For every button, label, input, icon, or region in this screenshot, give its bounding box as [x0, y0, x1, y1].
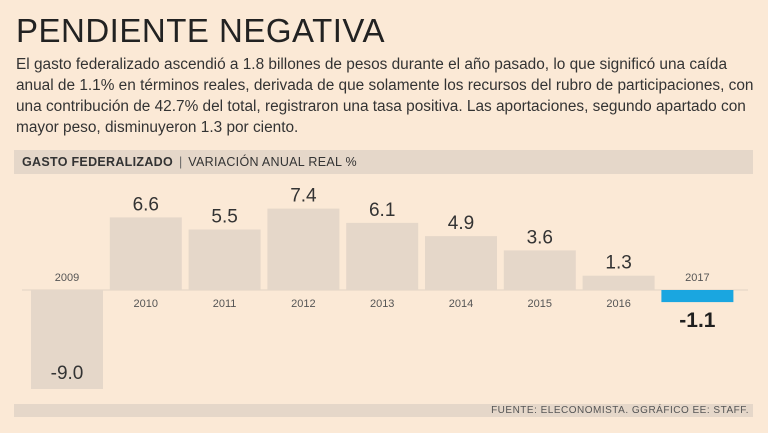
- value-label-2014: 4.9: [448, 213, 474, 234]
- bar-2009: [31, 290, 103, 389]
- value-label-2017: -1.1: [679, 309, 716, 332]
- year-label-2016: 2016: [606, 298, 630, 310]
- chart-header-sub: VARIACIÓN ANUAL REAL %: [188, 155, 357, 169]
- bar-2015: [503, 250, 576, 290]
- value-label-2010: 6.6: [133, 194, 159, 215]
- bar-2014: [425, 236, 497, 290]
- source-bar: FUENTE: ELECONOMISTA. GGRÁFICO EE: STAFF…: [14, 404, 753, 417]
- value-label-2011: 5.5: [211, 207, 237, 228]
- bar-2017: [661, 290, 734, 303]
- page-title: PENDIENTE NEGATIVA: [16, 12, 386, 49]
- bar-2016: [582, 275, 655, 290]
- year-label-2014: 2014: [449, 298, 473, 310]
- chart-header-separator: |: [179, 155, 183, 169]
- bar-2011: [188, 229, 261, 290]
- bar-2012: [267, 208, 340, 290]
- year-label-2012: 2012: [291, 298, 315, 310]
- year-label-2009: 2009: [55, 272, 79, 284]
- source-text: FUENTE: ELECONOMISTA. GGRÁFICO EE: STAFF…: [491, 405, 749, 416]
- year-label-2013: 2013: [370, 298, 394, 310]
- bar-2013: [346, 222, 419, 290]
- bar-2010: [109, 217, 182, 290]
- chart-header-main: GASTO FEDERALIZADO: [22, 155, 174, 169]
- year-label-2011: 2011: [213, 298, 237, 310]
- value-label-2012: 7.4: [290, 186, 317, 207]
- year-label-2017: 2017: [685, 272, 709, 284]
- year-label-2010: 2010: [134, 298, 158, 310]
- value-label-2009: -9.0: [51, 363, 84, 384]
- value-label-2015: 3.6: [527, 227, 553, 248]
- value-label-2013: 6.1: [369, 200, 395, 221]
- intro-paragraph: El gasto federalizado ascendió a 1.8 bil…: [16, 56, 754, 136]
- year-label-2015: 2015: [528, 298, 552, 310]
- value-label-2016: 1.3: [605, 253, 631, 274]
- chart-header-bar: GASTO FEDERALIZADO | VARIACIÓN ANUAL REAL …: [14, 150, 753, 174]
